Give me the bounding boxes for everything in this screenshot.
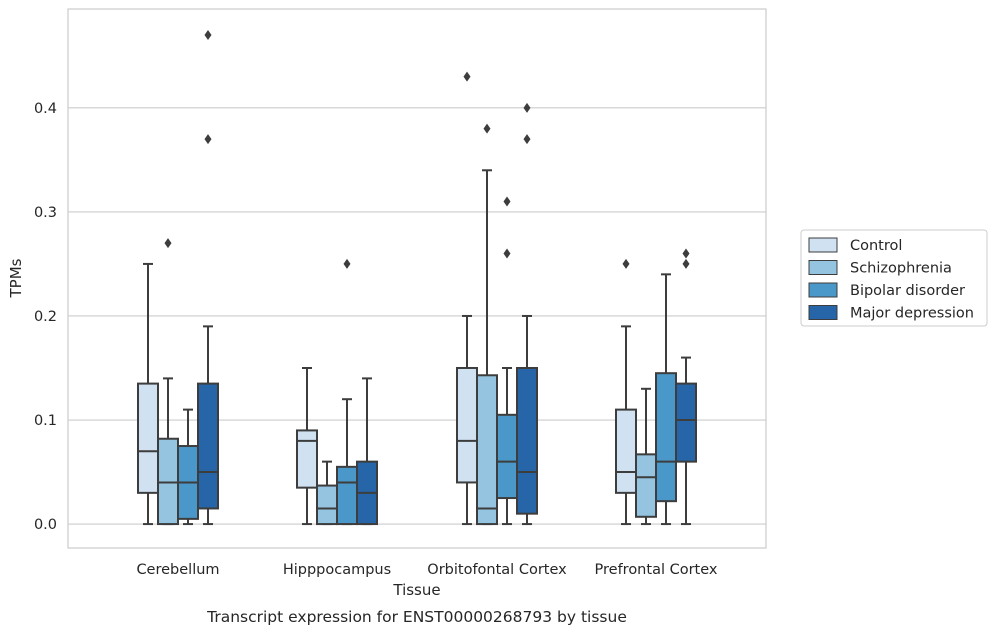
box [456,366,478,484]
box [336,465,358,526]
box [197,382,219,510]
outlier-point [503,196,511,207]
legend-swatch [808,305,838,320]
y-tick-label: 0.4 [34,101,57,117]
x-tick-label: Orbitofontal Cortex [427,562,567,578]
x-tick-label: Prefrontal Cortex [595,562,718,578]
outlier-point [463,71,471,82]
y-tick-label: 0.2 [34,309,57,325]
legend-label: Major depression [850,306,974,322]
outlier-point [523,102,531,113]
box-group [496,196,518,526]
y-axis-ticks: 0.0 0.1 0.2 0.3 0.4 [34,101,57,533]
legend-label: Control [850,238,902,254]
legend-swatch [808,282,838,298]
outlier-point [682,248,690,259]
box [157,437,179,526]
box-group [675,248,697,526]
x-axis-ticks: Cerebellum Hipppocampus Orbitofontal Corte… [136,562,717,578]
y-tick-label: 0.3 [34,205,57,221]
y-tick-label: 0.1 [34,413,57,429]
legend-label: Bipolar disorder [850,283,965,299]
outlier-point [204,30,212,41]
outlier-point [164,238,172,249]
outlier-point [622,258,630,269]
legend-label: Schizophrenia [850,261,952,277]
box [635,453,657,518]
box [615,408,637,494]
box [476,374,498,526]
outlier-point [503,248,511,259]
legend-swatch [808,260,838,275]
box [516,366,538,515]
x-axis-label: Tissue [392,581,440,599]
box-group [197,30,219,526]
outlier-point [343,258,351,269]
box-group [615,258,637,526]
legend: Control Schizophrenia Bipolar disorder Majo… [800,229,988,327]
y-axis-label: TPMs [7,258,25,298]
box-group [516,102,538,526]
x-tick-label: Hipppocampus [283,562,391,578]
box [496,413,518,500]
box-group [356,377,378,526]
box [655,372,677,503]
outlier-point [204,134,212,145]
box [296,429,318,489]
outlier-point [682,258,690,269]
box [316,484,338,526]
box-group [137,262,159,526]
box-group [157,238,179,526]
box-group [296,366,318,526]
legend-frame [800,229,988,327]
legend-swatch [808,237,838,253]
y-tick-label: 0.0 [34,517,57,533]
box-groups [137,30,697,526]
box-group [655,273,677,526]
outlier-point [483,123,491,134]
box [675,382,697,463]
outlier-point [523,134,531,145]
chart-caption: Transcript expression for ENST0000026879… [206,608,627,626]
box [137,382,159,494]
plot-frame [67,8,767,549]
x-tick-label: Cerebellum [136,562,219,578]
